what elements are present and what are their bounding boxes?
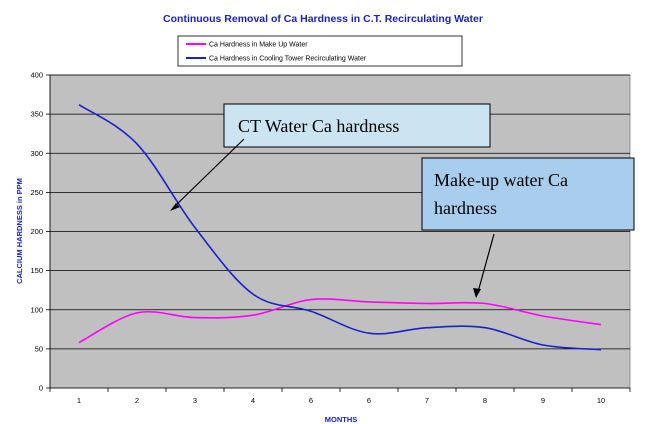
series-line-cooling-tower-water [78,104,602,351]
y-axis-ticks: 0 50 100 150 200 250 300 350 400 [30,71,50,393]
callout-makeup-water: Make-up water Ca hardness [421,157,635,298]
x-tick-label: 8 [483,396,487,405]
x-axis-title: MONTHS [325,415,358,424]
x-tick-label: 1 [77,396,81,405]
chart-title: Continuous Removal of Ca Hardness in C.T… [163,13,483,25]
legend-box [177,35,463,67]
legend-label-cooling-tower: Ca Hardness in Cooling Tower Recirculati… [209,56,367,63]
callout-text-line-1: Make-up water Ca [434,170,568,190]
callout-arrow [477,233,495,293]
y-tick-label: 350 [30,110,43,119]
callout-box [421,157,635,231]
y-tick-label: 50 [35,344,43,353]
y-tick-label: 400 [30,71,43,80]
x-tick-label: 2 [135,396,139,405]
y-tick-label: 200 [30,227,43,236]
y-axis-title: CALCIUM HARDNESS in PPM [15,178,24,284]
series-line-makeup-water [78,298,602,344]
legend-label-makeup: Ca Hardness in Make Up Water [209,42,308,49]
callout-box [223,103,491,148]
callout-text: CT Water Ca hardness [238,116,399,136]
callout-arrow [173,138,245,208]
callout-ct-water: CT Water Ca hardness [170,103,491,211]
x-tick-label: 7 [425,396,429,405]
x-tick-label: 9 [541,396,545,405]
y-tick-label: 300 [30,149,43,158]
y-tick-label: 100 [30,305,43,314]
legend: Ca Hardness in Make Up Water Ca Hardness… [177,35,463,67]
gridlines [50,74,630,350]
y-tick-label: 0 [39,384,43,393]
series-lines [78,104,602,351]
x-tick-label: 6 [367,396,371,405]
y-tick-label: 150 [30,266,43,275]
callout-arrowhead [473,288,481,298]
x-axis-ticks: 1 2 3 4 6 6 7 8 9 10 [49,388,631,405]
x-tick-label: 3 [193,396,197,405]
x-tick-label: 4 [251,396,255,405]
callout-text-line-2: hardness [434,198,497,218]
callout-arrowhead [170,203,180,211]
x-tick-label: 6 [309,396,313,405]
x-tick-label: 10 [597,396,605,405]
y-tick-label: 250 [30,188,43,197]
